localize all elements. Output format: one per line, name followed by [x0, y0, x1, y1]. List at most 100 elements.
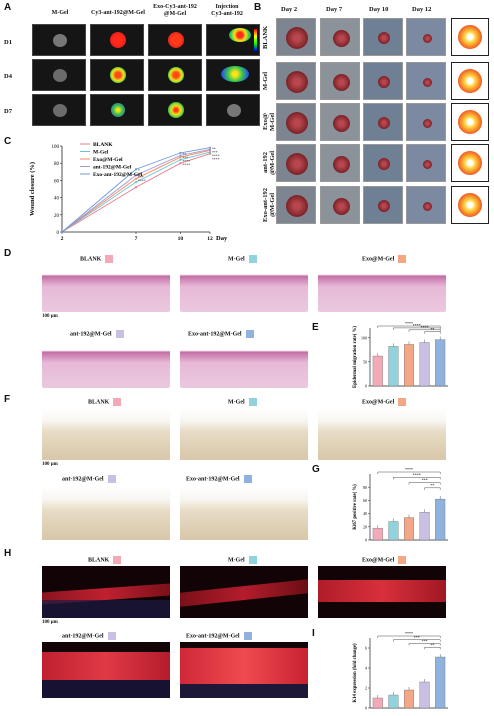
ivis-image — [206, 24, 260, 56]
he-image — [42, 266, 170, 312]
significance-mark: **** — [138, 180, 146, 184]
data-point — [60, 230, 64, 234]
col-header-mgel: M-Gel — [51, 10, 69, 16]
ivis-image — [90, 94, 144, 126]
wound-photo — [406, 18, 446, 56]
group-label-exo: Exo@M-Gel — [362, 255, 407, 263]
panel-label-g: G — [312, 464, 320, 475]
significance-bracket — [424, 487, 441, 490]
ivis-image — [32, 59, 86, 91]
group-label-exo-ant: Exo-ant-192@M-Gel — [186, 632, 252, 640]
y-tick-label: 0 — [365, 384, 367, 389]
scalebar-label: 100 μm — [42, 620, 58, 625]
day-header: Day 2 — [281, 6, 298, 13]
data-point — [179, 158, 182, 161]
significance-mark: *** — [212, 151, 218, 155]
wound-photo — [363, 62, 403, 100]
bar — [372, 527, 383, 541]
y-axis-label: Ki67 positive rate( %) — [353, 484, 358, 530]
scalebar-label: 100 μm — [42, 314, 58, 319]
significance-mark: *** — [182, 156, 188, 160]
panel-label-i: I — [312, 628, 315, 639]
legend-label: Exo@M-Gel — [93, 157, 123, 163]
scalebar-label: 100 μm — [42, 462, 58, 467]
group-label-blank: BLANK — [88, 398, 122, 406]
he-image — [180, 342, 308, 388]
bar — [419, 681, 430, 709]
significance-mark: ** — [138, 173, 142, 177]
x-tick-label: 2 — [61, 236, 64, 242]
significance-bracket — [393, 477, 441, 480]
bar — [388, 346, 399, 387]
wound-photo — [363, 18, 403, 56]
significance-bracket — [408, 643, 441, 646]
wound-trace-map — [451, 18, 489, 56]
ivis-image — [206, 59, 260, 91]
x-tick-label: 7 — [135, 236, 138, 242]
data-point — [179, 154, 182, 157]
significance-label: *** — [422, 639, 428, 644]
wound-photo — [406, 144, 446, 182]
series-line — [61, 148, 211, 233]
wound-photo — [363, 144, 403, 182]
significance-bracket — [408, 329, 441, 332]
data-point — [134, 168, 138, 171]
x-tick-label: 10 — [178, 236, 184, 242]
row-label: BLANK — [262, 25, 269, 49]
if-image — [42, 642, 170, 698]
ivis-image — [148, 59, 202, 91]
wound-photo — [363, 186, 403, 224]
wound-trace-map — [451, 144, 489, 182]
ivis-image — [148, 94, 202, 126]
significance-mark: **** — [182, 160, 190, 164]
ihc-image — [42, 408, 170, 460]
y-axis-label: K14 expression (fold change) — [353, 643, 358, 703]
wound-photo — [320, 186, 360, 224]
significance-mark: **** — [212, 155, 220, 159]
y-tick-label: 20 — [363, 524, 367, 529]
significance-label: *** — [422, 478, 428, 483]
if-image — [42, 566, 170, 618]
significance-bracket — [377, 325, 441, 328]
x-axis-label: Day — [216, 235, 228, 242]
group-label-ant: ant-192@M-Gel — [70, 330, 124, 338]
ihc-image — [180, 408, 308, 460]
significance-label: ** — [430, 327, 434, 332]
wound-photo — [276, 62, 316, 100]
significance-label: **** — [405, 467, 413, 472]
bar — [435, 339, 446, 387]
wound-photo — [363, 103, 403, 141]
bar — [388, 521, 399, 541]
bar — [435, 498, 446, 541]
significance-bracket — [377, 471, 441, 474]
wound-photo — [276, 186, 316, 224]
x-tick-label: 12 — [207, 236, 213, 242]
y-tick-label: 0 — [57, 231, 60, 236]
wound-photo — [406, 62, 446, 100]
ivis-image — [32, 24, 86, 56]
y-tick-label: 2 — [365, 686, 367, 691]
y-tick-label: 100 — [52, 145, 60, 150]
ivis-image — [90, 24, 144, 56]
legend-label: BLANK — [93, 142, 113, 148]
panel-label-a: A — [4, 2, 12, 13]
he-image — [42, 342, 170, 388]
row-label: Exo@ M-Gel — [262, 112, 276, 132]
series-line — [61, 149, 211, 233]
he-image — [180, 266, 308, 312]
significance-mark: *** — [138, 176, 144, 180]
y-tick-label: 0 — [365, 538, 367, 543]
wound-trace-map — [451, 62, 489, 100]
ivis-image — [32, 94, 86, 126]
y-tick-label: 60 — [363, 498, 367, 503]
row-label: ant-192 @M-Gel — [262, 150, 276, 176]
y-tick-label: 60 — [54, 179, 60, 184]
wound-photo — [276, 103, 316, 141]
y-tick-label: 50 — [363, 359, 367, 364]
wound-photo — [320, 144, 360, 182]
group-label-mgel: M-Gel — [228, 398, 257, 406]
wound-photo — [320, 18, 360, 56]
significance-label: **** — [421, 325, 429, 330]
